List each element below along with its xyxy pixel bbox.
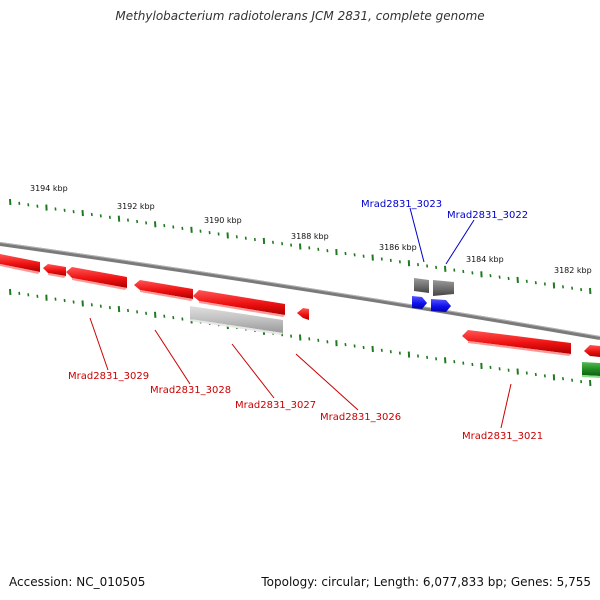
gene-red[interactable]: [297, 308, 309, 320]
gene-red[interactable]: [584, 345, 600, 357]
gene-label[interactable]: Mrad2831_3021: [462, 431, 543, 442]
topology-text: Topology: circular; Length: 6,077,833 bp…: [261, 575, 591, 589]
leader-line: [409, 207, 425, 263]
leader-line: [231, 343, 275, 399]
scale-label: 3192 kbp: [117, 202, 155, 211]
gene-red[interactable]: [43, 264, 66, 278]
scale-ticks-upper: [9, 198, 592, 295]
gene-red[interactable]: [0, 254, 40, 274]
scale-label: 3186 kbp: [379, 243, 417, 252]
genome-backbone: [0, 242, 600, 340]
leader-line: [500, 383, 512, 429]
gene-label[interactable]: Mrad2831_3022: [447, 210, 528, 221]
accession-text: Accession: NC_010505: [9, 575, 146, 589]
gene-label[interactable]: Mrad2831_3027: [235, 400, 316, 411]
scale-label: 3194 kbp: [30, 184, 68, 193]
gene-red[interactable]: [66, 267, 127, 290]
leader-line: [445, 219, 475, 265]
scale-label: 3182 kbp: [554, 266, 592, 275]
gene-gray[interactable]: [433, 280, 454, 296]
gene-label[interactable]: Mrad2831_3028: [150, 385, 231, 396]
leader-line: [89, 317, 109, 371]
gene-lightgray[interactable]: [190, 306, 283, 335]
gene-red[interactable]: [462, 330, 571, 356]
scale-label: 3184 kbp: [466, 255, 504, 264]
leader-line: [295, 353, 359, 411]
genome-backbone-highlight: [0, 242, 600, 337]
map-title: Methylobacterium radiotolerans JCM 2831,…: [115, 9, 485, 23]
gene-green[interactable]: [582, 362, 600, 378]
leader-line: [154, 329, 191, 385]
scale-label: 3190 kbp: [204, 216, 242, 225]
gene-blue[interactable]: [412, 296, 427, 309]
scale-label: 3188 kbp: [291, 232, 329, 241]
gene-red[interactable]: [134, 280, 193, 301]
gene-label[interactable]: Mrad2831_3026: [320, 412, 401, 423]
gene-gray[interactable]: [414, 278, 429, 293]
gene-red[interactable]: [193, 290, 285, 317]
gene-label[interactable]: Mrad2831_3023: [361, 199, 442, 210]
gene-label[interactable]: Mrad2831_3029: [68, 371, 149, 382]
gene-blue[interactable]: [431, 299, 451, 312]
